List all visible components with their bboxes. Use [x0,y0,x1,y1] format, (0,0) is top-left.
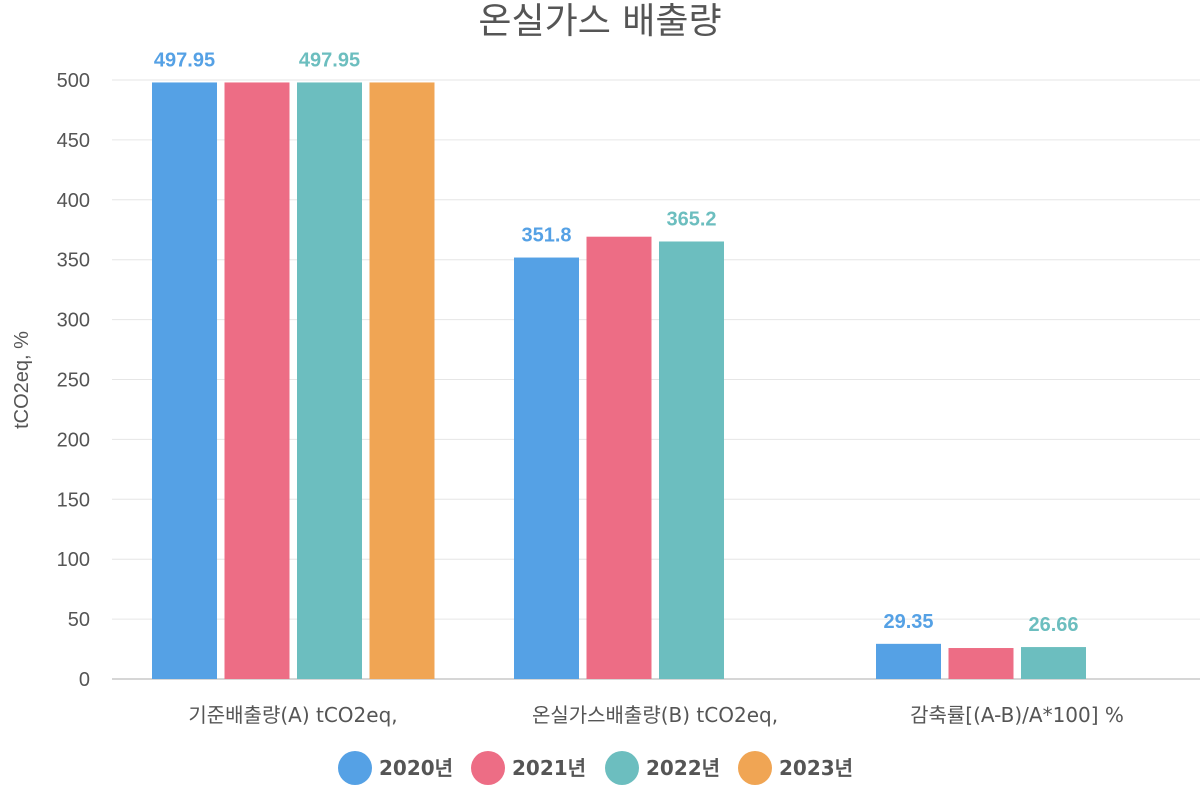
x-tick-label: 감축률[(A-B)/A*100] % [910,703,1124,727]
legend-label: 2021년 [512,756,586,780]
bar[interactable] [948,648,1014,679]
y-tick-label: 450 [57,130,90,152]
y-tick-label: 350 [57,250,90,272]
bar[interactable] [369,82,435,679]
data-label: 29.35 [883,611,933,633]
legend[interactable]: 2020년 2021년 2022년 2023년 [338,751,853,785]
bar[interactable] [586,236,652,679]
data-label: 497.95 [154,49,215,71]
data-label: 26.66 [1028,614,1078,636]
data-label: 497.95 [299,49,360,71]
gridlines [112,79,1200,680]
data-labels: 497.95 497.95 351.8 365.2 29.35 26.66 [154,49,1079,636]
x-tick-label: 온실가스배출량(B) tCO2eq, [532,703,778,727]
y-tick-label: 0 [79,669,90,691]
bar[interactable] [659,241,724,679]
legend-swatch [338,751,372,785]
legend-label: 2020년 [379,756,453,780]
legend-swatch [605,751,639,785]
y-tick-label: 200 [57,429,90,451]
y-tick-label: 100 [57,549,90,571]
y-tick-label: 500 [57,70,90,92]
y-tick-label: 50 [68,609,90,631]
y-axis-label: tCO2eq, % [11,331,33,429]
bar[interactable] [297,82,362,679]
bars [152,82,1086,679]
bar[interactable] [1021,647,1086,679]
legend-swatch [471,751,505,785]
bar[interactable] [152,82,217,679]
y-tick-label: 150 [57,489,90,511]
legend-item[interactable]: 2023년 [738,751,853,785]
y-tick-label: 250 [57,370,90,392]
legend-label: 2022년 [646,756,720,780]
chart-title: 온실가스 배출량 [478,1,721,42]
bar[interactable] [876,643,941,679]
legend-label: 2023년 [779,756,853,780]
legend-item[interactable]: 2020년 [338,751,453,785]
data-label: 351.8 [521,225,571,247]
y-tick-label: 300 [57,310,90,332]
legend-swatch [738,751,772,785]
y-tick-label: 400 [57,190,90,212]
y-axis-ticks: 0 50 100 150 200 250 300 350 400 450 500 [57,70,90,691]
bar[interactable] [514,257,579,679]
legend-item[interactable]: 2021년 [471,751,586,785]
x-axis-ticks: 기준배출량(A) tCO2eq, 온실가스배출량(B) tCO2eq, 감축률[(A… [188,703,1124,727]
bar[interactable] [224,82,290,679]
legend-item[interactable]: 2022년 [605,751,720,785]
data-label: 365.2 [666,208,716,230]
x-tick-label: 기준배출량(A) tCO2eq, [188,703,397,727]
